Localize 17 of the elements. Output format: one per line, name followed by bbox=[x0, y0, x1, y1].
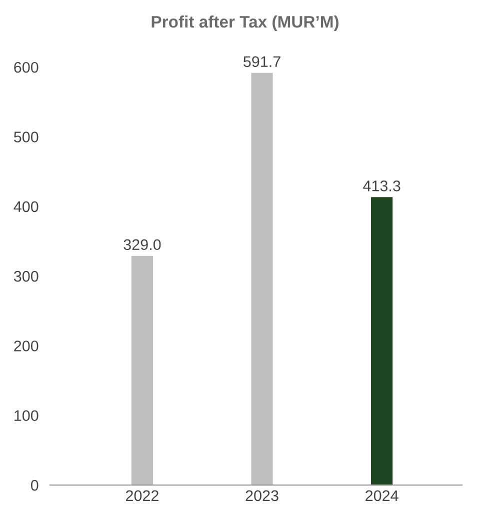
y-tick-label: 300 bbox=[14, 270, 38, 282]
y-tick-label: 600 bbox=[14, 62, 38, 73]
bar bbox=[131, 256, 154, 486]
y-tick-label: 100 bbox=[14, 410, 38, 422]
y-tick-label: 200 bbox=[14, 340, 38, 352]
x-tick-label: 2024 bbox=[366, 490, 398, 502]
y-tick-label: 0 bbox=[30, 480, 38, 491]
bar bbox=[371, 197, 393, 486]
data-label: 591.7 bbox=[244, 56, 280, 68]
y-tick-label: 400 bbox=[14, 201, 38, 212]
x-tick-label: 2022 bbox=[126, 490, 158, 502]
data-label: 413.3 bbox=[363, 180, 400, 192]
x-tick-label: 2023 bbox=[246, 490, 278, 502]
y-tick-label: 500 bbox=[14, 132, 38, 142]
bar bbox=[251, 72, 273, 486]
chart-title: Profit after Tax (MUR’M) bbox=[152, 15, 338, 31]
data-label: 329.0 bbox=[124, 239, 161, 250]
